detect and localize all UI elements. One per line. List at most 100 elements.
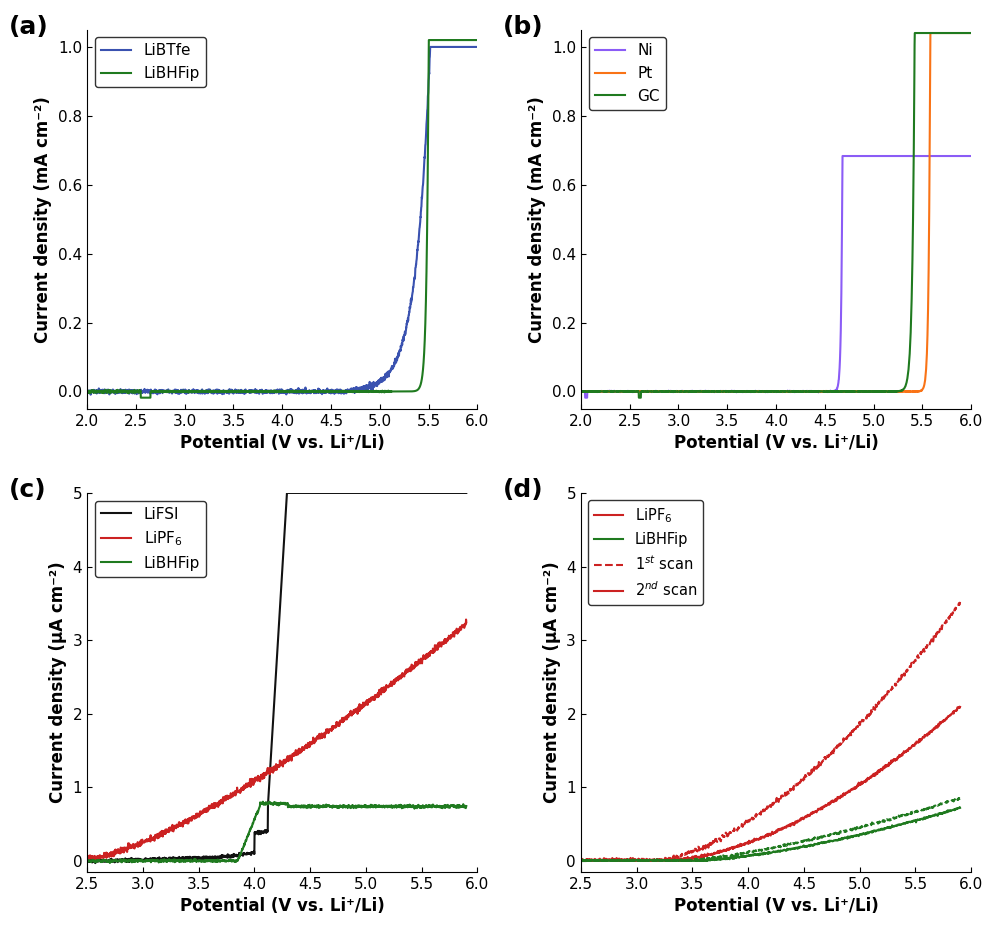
- LiBHFip: [250, 809, 262, 820]
- GC: [755, 386, 767, 397]
- X-axis label: Potential (V vs. Li⁺/Li): Potential (V vs. Li⁺/Li): [674, 434, 878, 452]
- Text: (d): (d): [503, 478, 543, 501]
- GC: [965, 27, 977, 38]
- Text: (a): (a): [9, 15, 49, 38]
- LiBHFip: [242, 829, 254, 840]
- Pt: [575, 386, 587, 397]
- Text: (b): (b): [503, 15, 543, 38]
- LiPF$_6$: [297, 744, 309, 755]
- LiBTfe: [81, 388, 93, 399]
- Legend: Ni, Pt, GC: Ni, Pt, GC: [589, 37, 666, 110]
- LiFSI: [81, 855, 93, 866]
- Line: LiBHFip: LiBHFip: [87, 40, 477, 398]
- Ni: [575, 386, 587, 397]
- Pt: [954, 27, 966, 38]
- LiPF$_6$: [460, 614, 472, 625]
- Pt: [765, 386, 777, 397]
- LiBHFip: [257, 796, 269, 807]
- Line: LiPF$_6$: LiPF$_6$: [87, 620, 466, 860]
- Ni: [579, 392, 591, 404]
- LiBHFip: [81, 386, 93, 397]
- GC: [954, 27, 966, 38]
- Pt: [675, 387, 687, 398]
- LiBHFip: [104, 857, 116, 869]
- Line: GC: GC: [581, 33, 971, 398]
- Ni: [883, 150, 895, 161]
- LiBHFip: [126, 855, 138, 866]
- LiBHFip: [297, 801, 309, 812]
- Line: LiBTfe: LiBTfe: [87, 47, 477, 394]
- LiFSI: [126, 856, 138, 867]
- LiBHFip: [111, 855, 123, 866]
- LiBHFip: [261, 386, 273, 397]
- LiBTfe: [424, 41, 436, 52]
- X-axis label: Potential (V vs. Li⁺/Li): Potential (V vs. Li⁺/Li): [180, 434, 385, 452]
- LiFSI: [242, 848, 254, 859]
- Line: LiBHFip: LiBHFip: [87, 802, 466, 863]
- LiBTfe: [271, 386, 283, 397]
- Ni: [595, 386, 607, 397]
- Pt: [755, 386, 767, 397]
- LiBHFip: [460, 801, 472, 812]
- GC: [882, 386, 894, 397]
- Legend: LiPF$_6$, LiBHFip, 1$^{st}$ scan, 2$^{nd}$ scan: LiPF$_6$, LiBHFip, 1$^{st}$ scan, 2$^{nd…: [588, 500, 703, 605]
- Ni: [954, 150, 966, 161]
- GC: [595, 386, 607, 397]
- LiBTfe: [261, 385, 273, 396]
- Pt: [965, 27, 977, 38]
- LiBHFip: [460, 34, 472, 46]
- LiBHFip: [389, 386, 401, 397]
- LiFSI: [297, 487, 309, 499]
- Ni: [965, 150, 977, 161]
- Line: LiFSI: LiFSI: [87, 493, 466, 863]
- LiPF$_6$: [460, 617, 472, 628]
- Line: Ni: Ni: [581, 156, 971, 398]
- LiBTfe: [460, 41, 472, 52]
- LiPF$_6$: [88, 855, 100, 866]
- LiBTfe: [389, 359, 401, 370]
- Legend: LiBTfe, LiBHFip: LiBTfe, LiBHFip: [95, 37, 206, 88]
- Y-axis label: Current density (mA cm⁻²): Current density (mA cm⁻²): [528, 96, 546, 343]
- LiPF$_6$: [250, 774, 262, 785]
- Ni: [765, 386, 777, 397]
- Line: Pt: Pt: [581, 33, 971, 392]
- LiFSI: [257, 827, 269, 838]
- LiBHFip: [257, 797, 269, 808]
- LiFSI: [111, 854, 123, 865]
- Pt: [924, 27, 936, 38]
- LiBHFip: [101, 387, 113, 398]
- Y-axis label: Current density (mA cm⁻²): Current density (mA cm⁻²): [34, 96, 52, 343]
- LiPF$_6$: [257, 768, 269, 779]
- LiFSI: [250, 827, 262, 838]
- Pt: [954, 27, 966, 38]
- LiFSI: [281, 487, 293, 499]
- GC: [954, 27, 966, 38]
- LiBHFip: [423, 34, 435, 46]
- LiFSI: [89, 857, 101, 869]
- Ni: [755, 386, 767, 397]
- GC: [765, 386, 777, 397]
- LiPF$_6$: [126, 842, 138, 853]
- LiBHFip: [135, 392, 147, 404]
- X-axis label: Potential (V vs. Li⁺/Li): Potential (V vs. Li⁺/Li): [674, 898, 878, 915]
- Ni: [954, 150, 966, 161]
- GC: [575, 386, 587, 397]
- LiBTfe: [101, 387, 113, 398]
- LiBTfe: [471, 41, 483, 52]
- Pt: [595, 386, 607, 397]
- Ni: [837, 150, 849, 161]
- GC: [909, 27, 921, 38]
- X-axis label: Potential (V vs. Li⁺/Li): Potential (V vs. Li⁺/Li): [180, 898, 385, 915]
- Legend: LiFSI, LiPF$_6$, LiBHFip: LiFSI, LiPF$_6$, LiBHFip: [95, 500, 206, 577]
- Text: (c): (c): [9, 478, 47, 501]
- LiBHFip: [271, 386, 283, 397]
- GC: [633, 392, 645, 404]
- LiBHFip: [461, 34, 473, 46]
- LiPF$_6$: [111, 847, 123, 858]
- LiBHFip: [471, 34, 483, 46]
- LiPF$_6$: [81, 852, 93, 863]
- LiBTfe: [85, 389, 97, 400]
- LiPF$_6$: [242, 778, 254, 789]
- Y-axis label: Current density (μA cm⁻²): Current density (μA cm⁻²): [543, 562, 561, 803]
- Pt: [882, 386, 894, 397]
